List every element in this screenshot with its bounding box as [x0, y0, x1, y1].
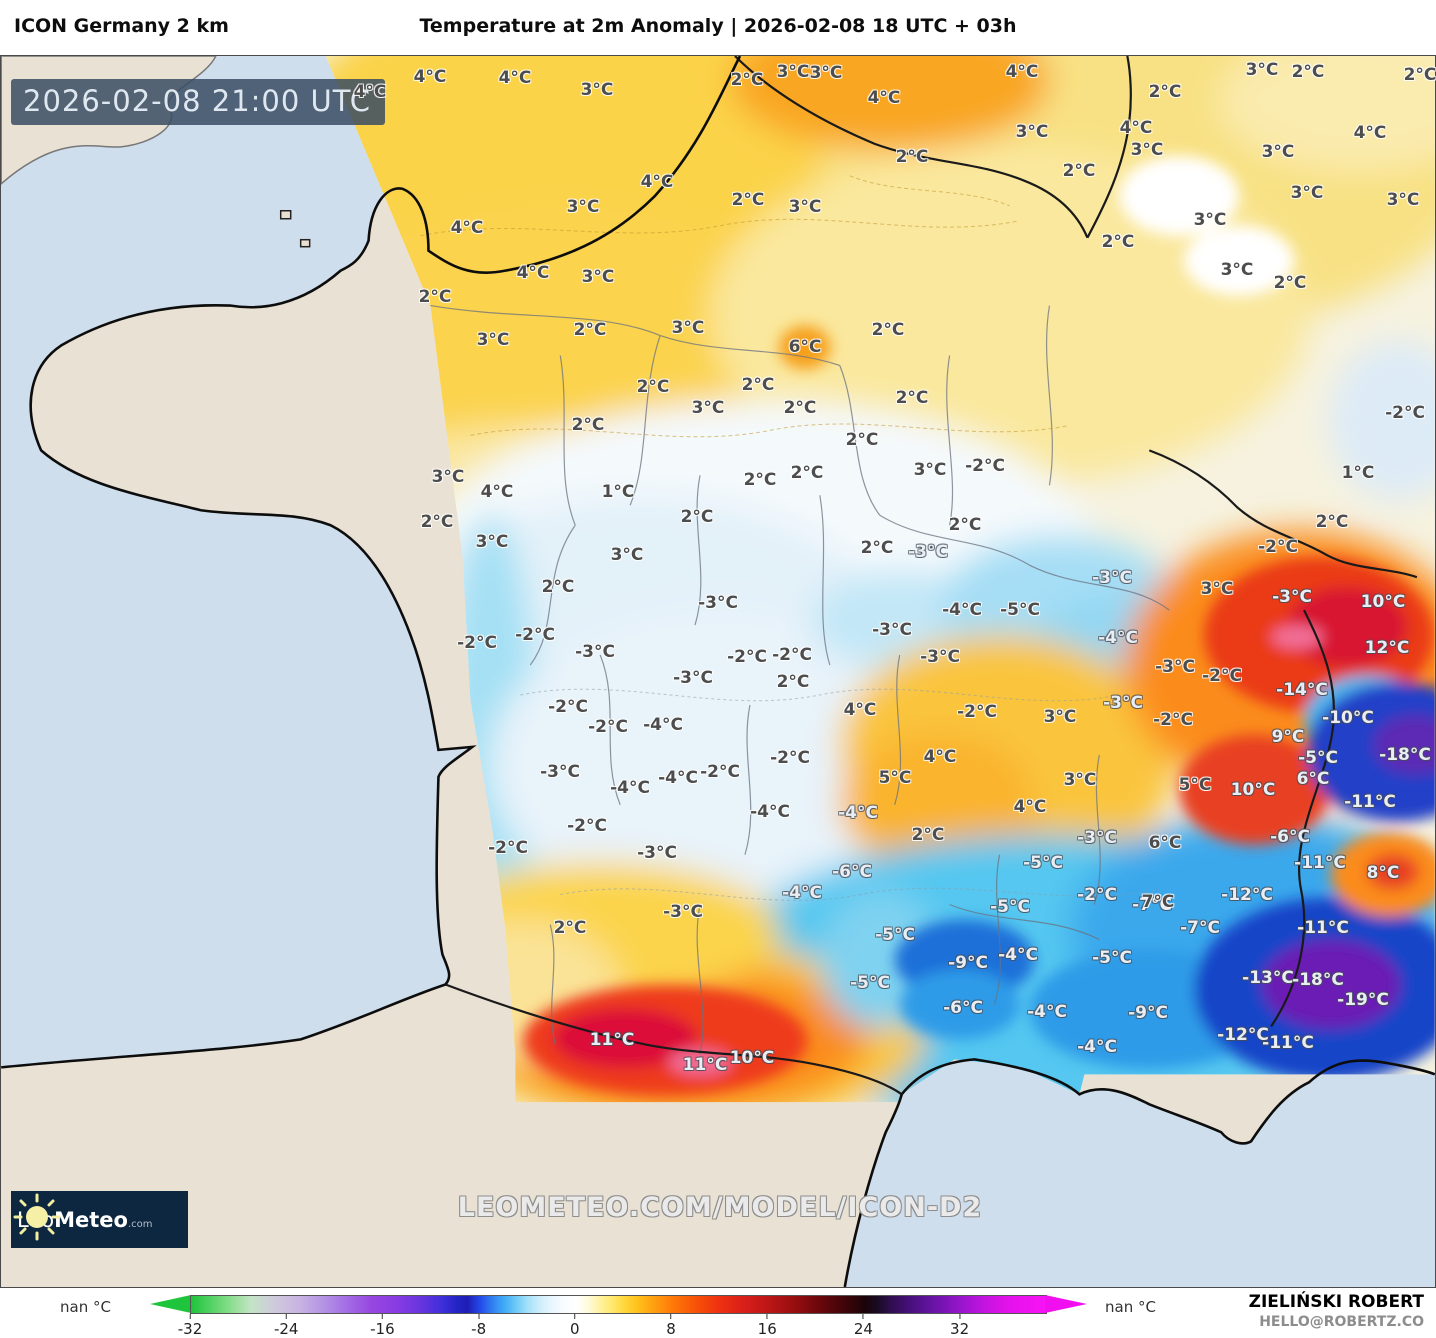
- colorbar: -32 -24 -16 -8 0 8 16 24 32: [150, 1295, 1090, 1338]
- colorbar-tick: 8: [666, 1314, 676, 1338]
- page-title: Temperature at 2m Anomaly | 2026-02-08 1…: [419, 15, 1017, 37]
- colorbar-left-unit: nan °C: [60, 1298, 111, 1316]
- anomaly-field: [325, 56, 1435, 1103]
- sun-icon: [13, 1193, 61, 1241]
- colorbar-tick: 32: [950, 1314, 969, 1338]
- weather-map: [1, 56, 1435, 1287]
- colorbar-tick: 0: [570, 1314, 580, 1338]
- map-canvas: 2026-02-08 21:00 UTC LeoMeteo.com: [0, 55, 1436, 1288]
- colorbar-right-unit: nan °C: [1105, 1298, 1156, 1316]
- colorbar-tick: -8: [471, 1314, 486, 1338]
- footer: nan °C -32 -24 -16 -8 0 8 16 24 32 nan °C ZIELIŃ…: [0, 1288, 1436, 1338]
- colorbar-right-arrow: [1045, 1295, 1087, 1313]
- colorbar-tick: -24: [274, 1314, 298, 1338]
- colorbar-tick: -16: [370, 1314, 395, 1338]
- colorbar-tick: 24: [854, 1314, 873, 1338]
- timestamp-overlay: 2026-02-08 21:00 UTC: [11, 79, 386, 125]
- country-borders: [445, 56, 1418, 1096]
- author-contact: HELLO@ROBERTZ.CO: [1259, 1314, 1424, 1330]
- colorbar-tick: 16: [758, 1314, 777, 1338]
- coastline: [1, 56, 1435, 1287]
- contour-lines: [420, 175, 1070, 438]
- colorbar-left-arrow: [150, 1295, 191, 1313]
- colorbar-tick: -32: [178, 1314, 202, 1338]
- model-name: ICON Germany 2 km: [14, 15, 229, 37]
- header: ICON Germany 2 km Temperature at 2m Anom…: [0, 0, 1436, 55]
- author-name: ZIELIŃSKI ROBERT: [1248, 1292, 1424, 1312]
- leometeo-logo: LeoMeteo.com: [11, 1191, 188, 1248]
- department-borders: [430, 305, 1170, 1055]
- watermark: LEOMETEO.COM/MODEL/ICON-D2: [457, 1192, 983, 1223]
